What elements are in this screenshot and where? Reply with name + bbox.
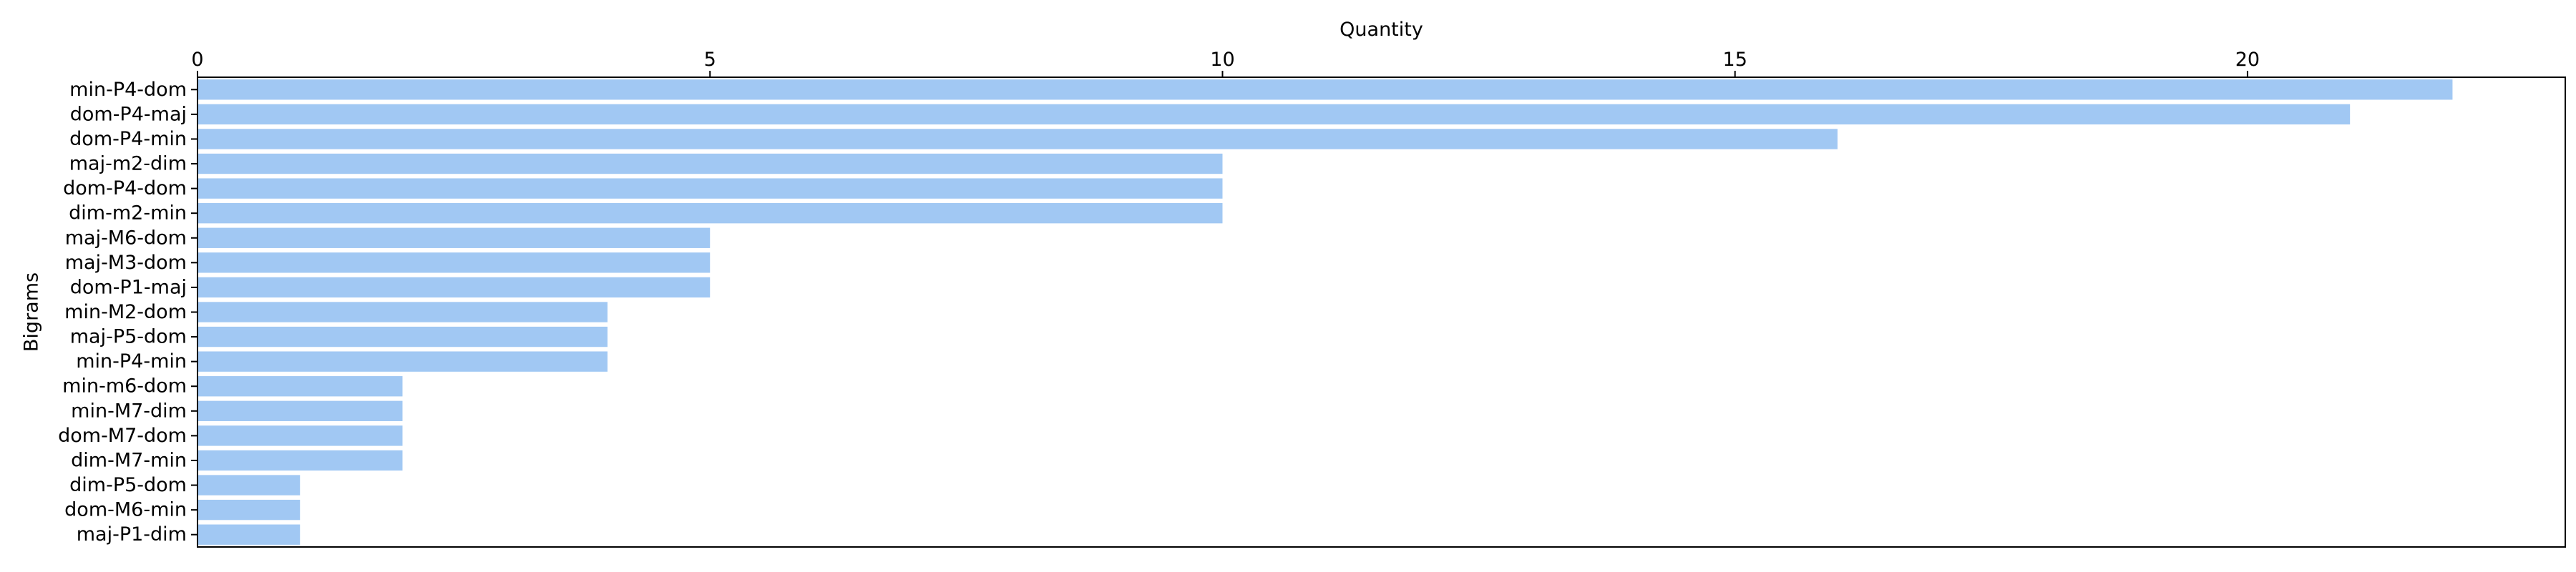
- y-axis-label: Bigrams: [21, 272, 43, 352]
- y-tick-label: min-m6-dom: [62, 375, 187, 398]
- bar-maj-M3-dom: [197, 252, 711, 273]
- bar-min-m6-dom: [197, 376, 403, 397]
- bar-dom-P4-min: [197, 129, 1838, 149]
- bar-min-P4-min: [197, 351, 608, 372]
- y-tick-label: maj-P5-dom: [70, 326, 187, 348]
- x-axis: 0 5 10 15 20: [191, 49, 2260, 77]
- bar-dom-P1-maj: [197, 277, 711, 298]
- bar-maj-P5-dom: [197, 326, 608, 347]
- x-tick-label: 0: [191, 49, 203, 71]
- bar-dim-M7-min: [197, 450, 403, 471]
- y-tick-label: dom-P4-dom: [63, 177, 187, 199]
- y-tick-label: maj-m2-dim: [69, 153, 187, 175]
- bar-dom-M7-dom: [197, 425, 403, 446]
- x-tick-label: 10: [1210, 49, 1234, 71]
- x-tick-label: 20: [2235, 49, 2260, 71]
- bar-dim-P5-dom: [197, 475, 301, 495]
- bar-dim-m2-min: [197, 203, 1223, 224]
- y-tick-label: maj-M6-dom: [65, 227, 187, 249]
- bar-dom-P4-maj: [197, 104, 2351, 125]
- bar-maj-m2-dim: [197, 153, 1223, 174]
- y-tick-label: min-M2-dom: [64, 301, 187, 323]
- bar-min-M7-dim: [197, 400, 403, 421]
- y-tick-label: dom-M7-dom: [58, 425, 187, 447]
- y-tick-label: dom-P1-maj: [70, 276, 187, 298]
- bar-min-P4-dom: [197, 79, 2453, 100]
- bar-maj-M6-dom: [197, 227, 711, 248]
- bar-maj-P1-dim: [197, 524, 301, 545]
- bar-dom-P4-dom: [197, 178, 1223, 199]
- bars-group: [197, 79, 2453, 545]
- y-tick-label: min-P4-min: [76, 350, 187, 373]
- y-tick-label: dim-P5-dom: [69, 474, 187, 496]
- y-tick-label: maj-P1-dim: [77, 523, 187, 546]
- bar-min-M2-dom: [197, 302, 608, 322]
- y-tick-label: min-M7-dim: [71, 400, 187, 422]
- y-tick-label: dom-P4-maj: [70, 103, 187, 125]
- y-tick-label: dim-m2-min: [69, 202, 187, 225]
- y-tick-label: maj-M3-dom: [65, 252, 187, 274]
- y-tick-label: dom-M6-min: [64, 499, 187, 521]
- x-axis-label: Quantity: [1340, 19, 1423, 41]
- y-tick-label: dim-M7-min: [71, 449, 187, 471]
- x-tick-label: 5: [704, 49, 716, 71]
- x-tick-label: 15: [1723, 49, 1747, 71]
- y-tick-label: dom-P4-min: [69, 128, 187, 150]
- bar-dom-M6-min: [197, 499, 301, 521]
- y-tick-label: min-P4-dom: [69, 79, 187, 101]
